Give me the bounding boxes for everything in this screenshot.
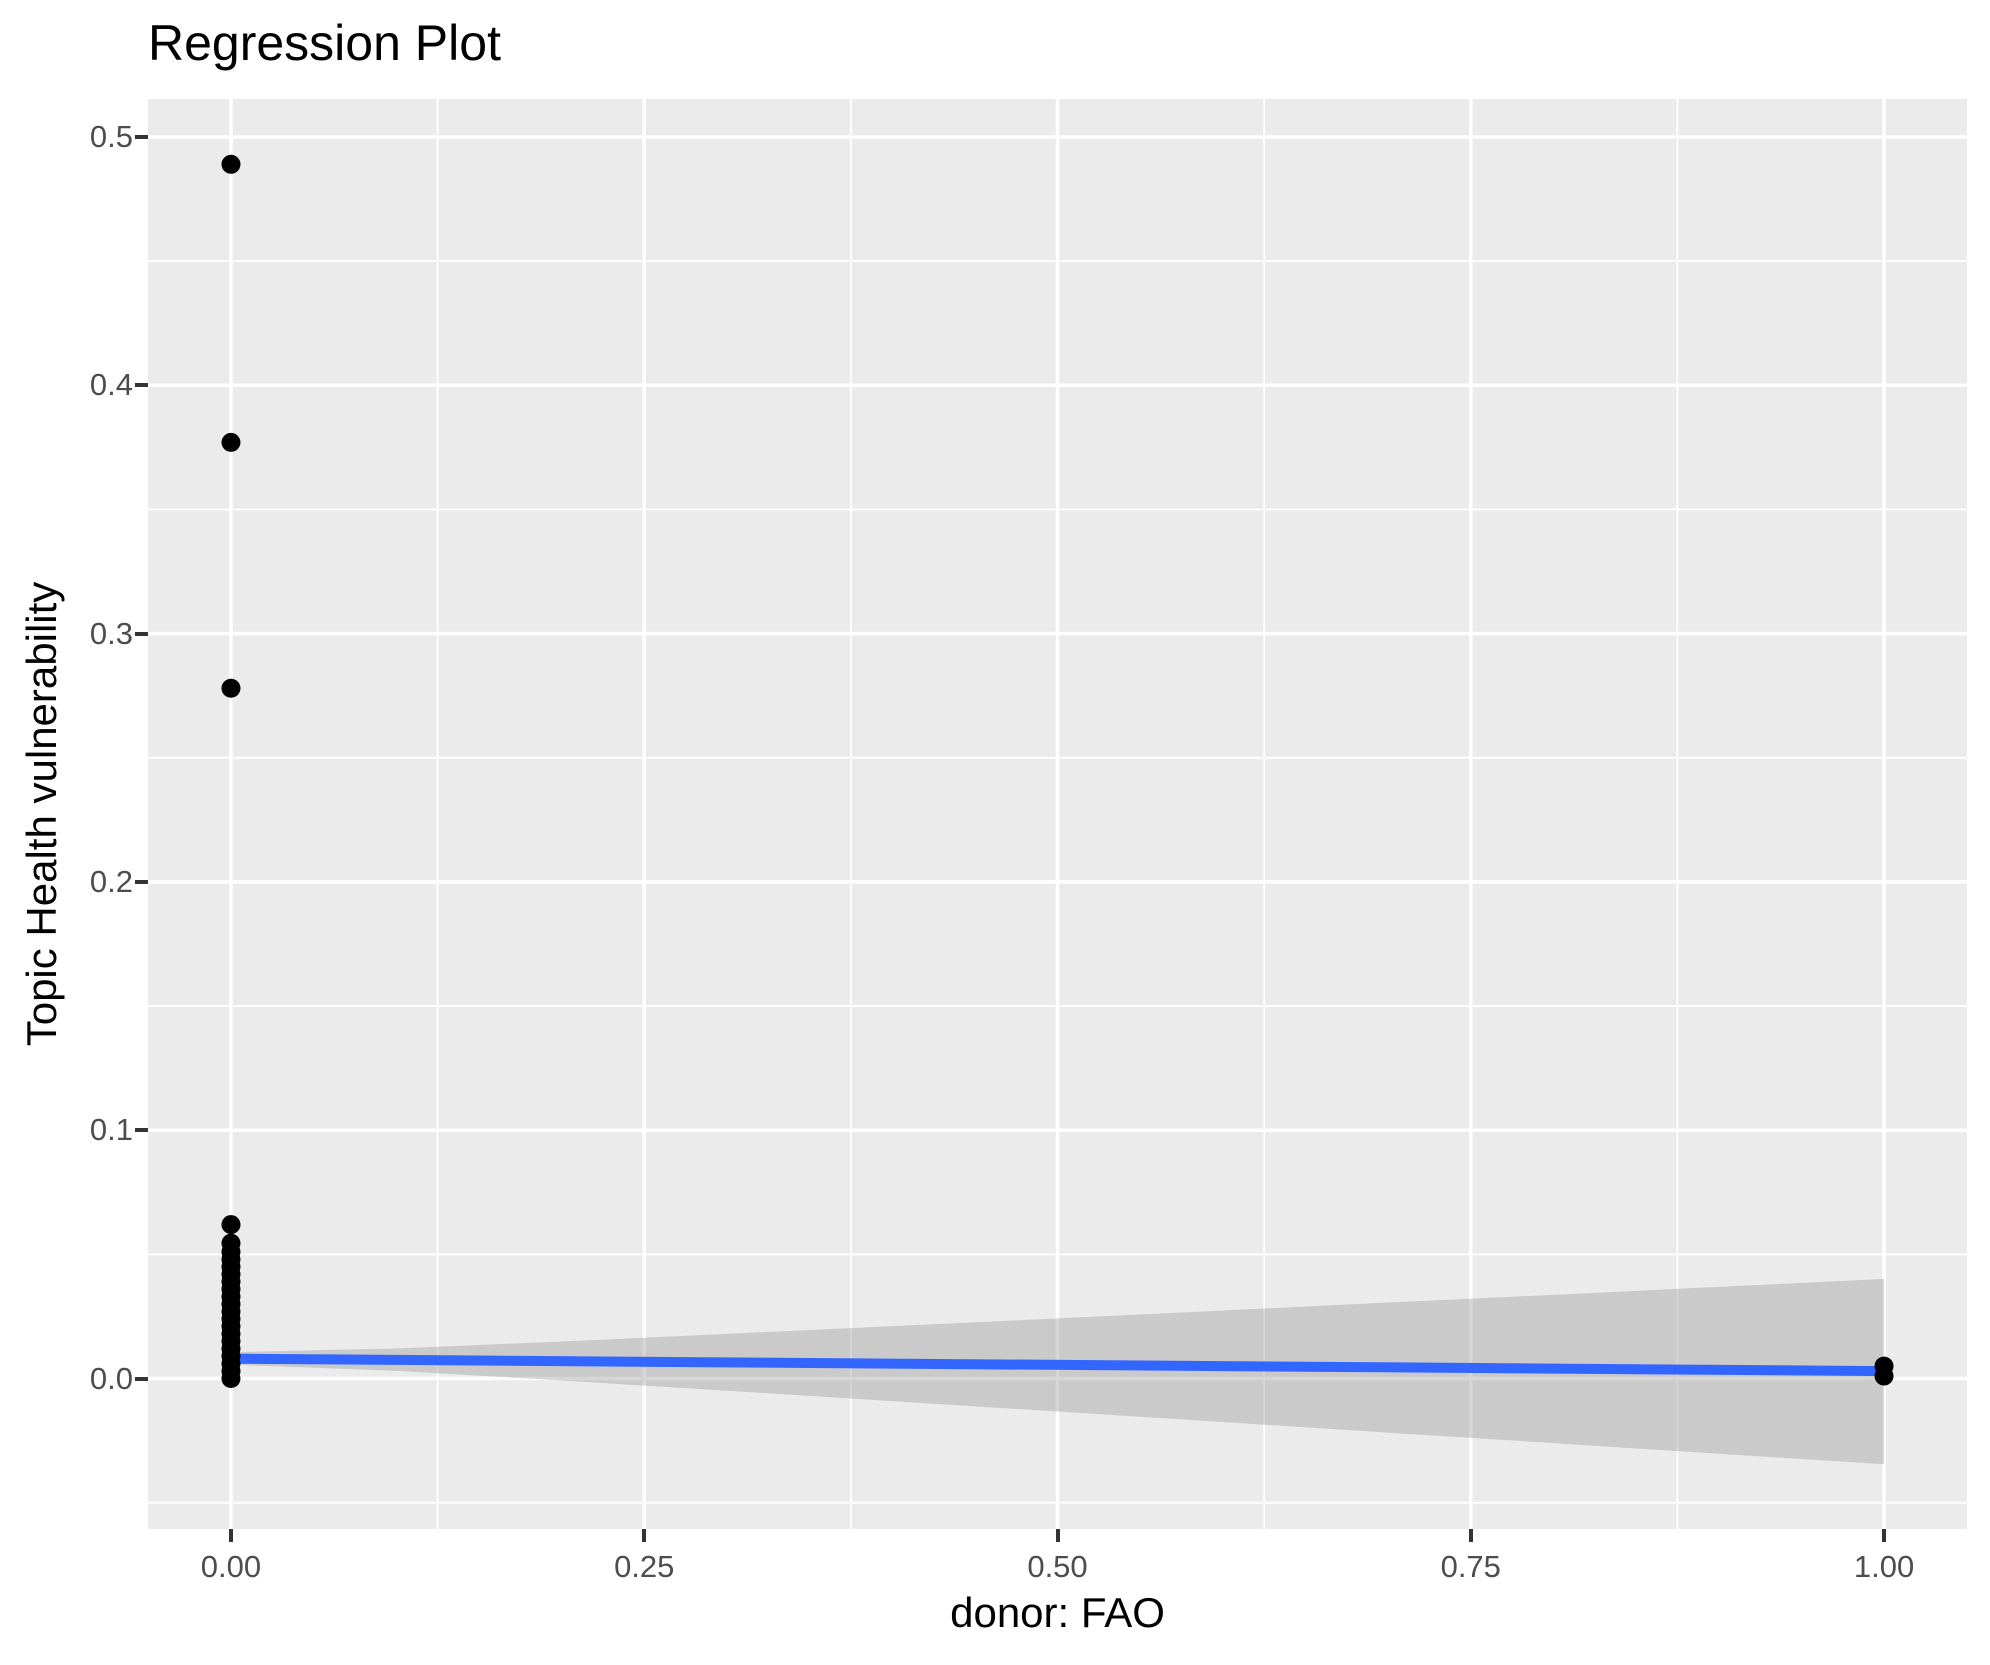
x-tick-label: 0.50 <box>1027 1549 1088 1584</box>
x-tick-mark <box>1055 1529 1060 1542</box>
y-tick-label: 0.0 <box>89 1360 133 1396</box>
regression-line <box>230 1353 1885 1377</box>
y-tick-label: 0.4 <box>89 367 133 403</box>
plot-title: Regression Plot <box>148 15 501 71</box>
x-tick-label: 0.75 <box>1440 1549 1501 1584</box>
data-point <box>221 1215 241 1235</box>
y-tick-mark <box>135 1128 148 1133</box>
x-tick-mark <box>228 1529 233 1542</box>
x-axis-title: donor: FAO <box>950 1589 1165 1636</box>
x-tick-label: 0.25 <box>614 1549 675 1584</box>
x-tick-label: 1.00 <box>1853 1549 1915 1584</box>
y-tick-mark <box>135 879 148 884</box>
data-point <box>221 1369 241 1389</box>
y-tick-mark <box>135 383 148 388</box>
plot-panel <box>148 99 1967 1529</box>
x-tick-mark <box>642 1529 647 1542</box>
y-tick-mark <box>135 134 148 139</box>
y-tick-mark <box>135 1376 148 1381</box>
confidence-band <box>230 1278 1885 1465</box>
y-tick-label: 0.1 <box>89 1112 133 1148</box>
x-tick-label: 0.00 <box>200 1549 262 1584</box>
y-tick-mark <box>135 631 148 636</box>
data-point <box>221 432 241 452</box>
y-tick-label: 0.2 <box>89 863 133 899</box>
x-tick-mark <box>1882 1529 1887 1542</box>
data-point <box>1874 1366 1894 1386</box>
data-point <box>221 154 241 174</box>
y-tick-label: 0.5 <box>89 118 133 154</box>
x-tick-mark <box>1468 1529 1473 1542</box>
data-point <box>221 678 241 698</box>
y-tick-label: 0.3 <box>89 615 133 651</box>
